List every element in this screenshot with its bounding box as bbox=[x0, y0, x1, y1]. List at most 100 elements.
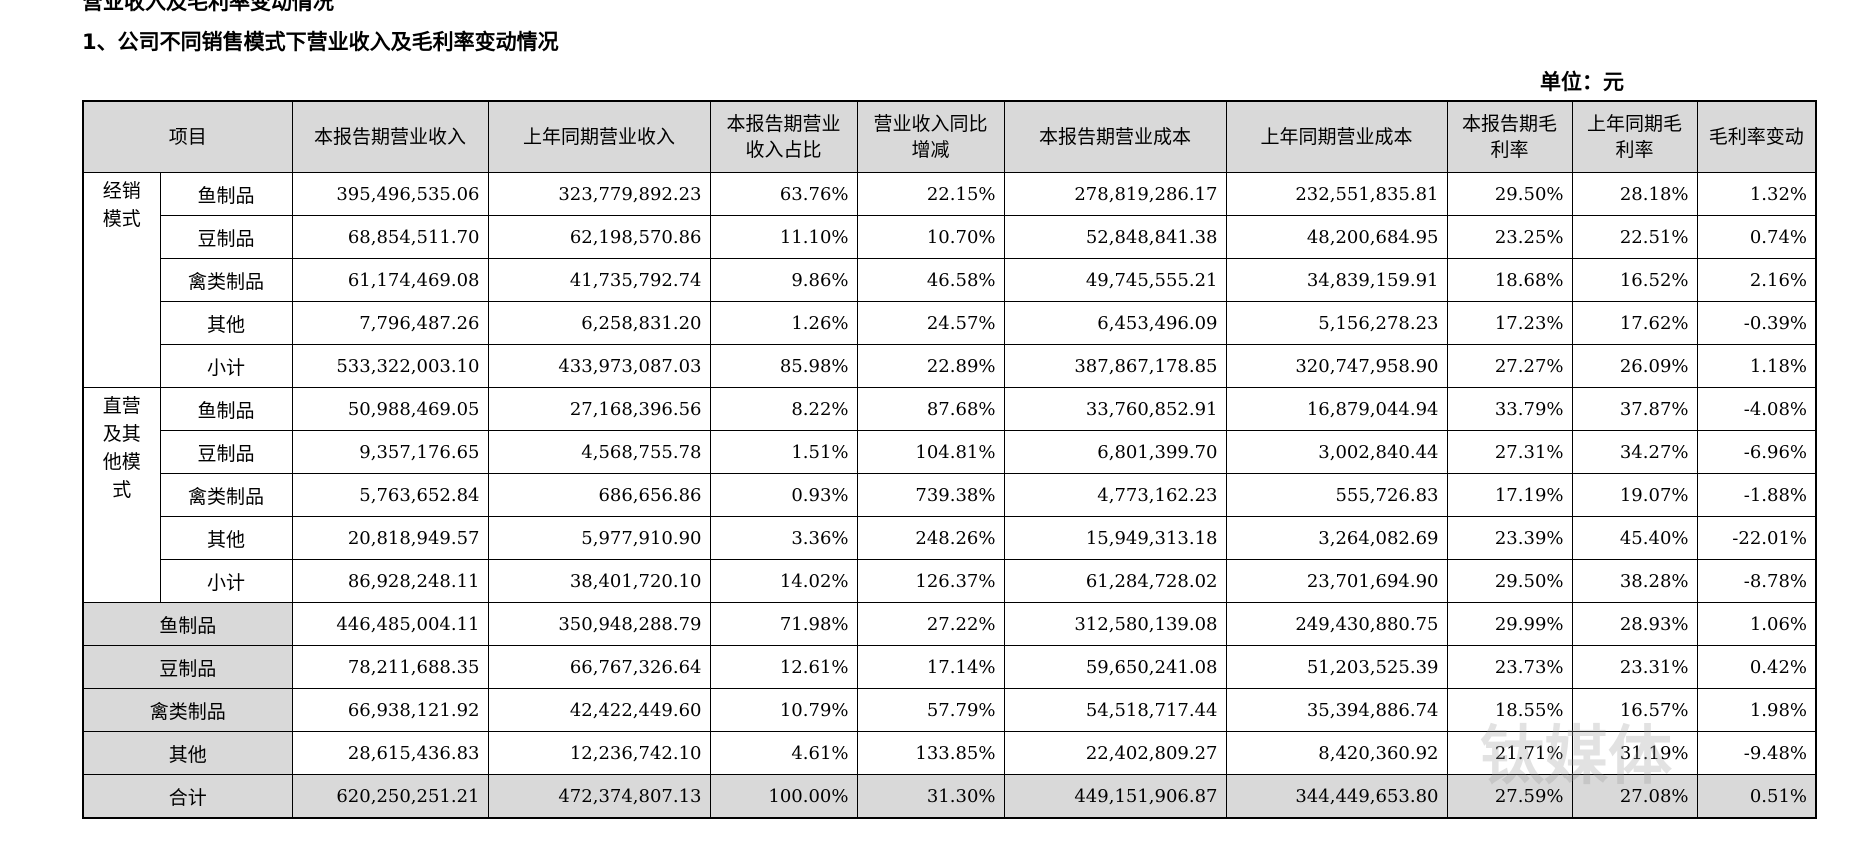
cell: 2.16% bbox=[1696, 258, 1817, 302]
cell: 1.26% bbox=[709, 301, 858, 345]
cell: 4,568,755.78 bbox=[487, 430, 711, 474]
row-label: 其他 bbox=[159, 301, 293, 345]
cell: 248.26% bbox=[856, 516, 1005, 560]
row-label: 小计 bbox=[159, 344, 293, 388]
cell: 126.37% bbox=[856, 559, 1005, 603]
column-header: 上年同期营业成本 bbox=[1225, 100, 1448, 173]
data-row: 禽类制品 61,174,469.08 41,735,792.74 9.86% 46.58… bbox=[83, 258, 1817, 302]
cell: 449,151,906.87 bbox=[1003, 774, 1227, 819]
cell: 38,401,720.10 bbox=[487, 559, 711, 603]
cell: 16,879,044.94 bbox=[1225, 387, 1448, 431]
group-label: 经销模式 bbox=[82, 172, 161, 388]
cell: 9,357,176.65 bbox=[291, 430, 489, 474]
cell: 133.85% bbox=[856, 731, 1005, 775]
cell: 66,938,121.92 bbox=[291, 688, 489, 732]
cell: 312,580,139.08 bbox=[1003, 602, 1227, 646]
cell: 27.22% bbox=[856, 602, 1005, 646]
cell: -22.01% bbox=[1696, 516, 1817, 560]
cell: 33,760,852.91 bbox=[1003, 387, 1227, 431]
cell: 350,948,288.79 bbox=[487, 602, 711, 646]
cell: 395,496,535.06 bbox=[291, 172, 489, 216]
cell: 29.50% bbox=[1446, 559, 1573, 603]
cell: 68,854,511.70 bbox=[291, 215, 489, 259]
cell: 620,250,251.21 bbox=[291, 774, 489, 819]
cell: 29.99% bbox=[1446, 602, 1573, 646]
row-label: 豆制品 bbox=[159, 215, 293, 259]
total-row: 鱼制品 446,485,004.11 350,948,288.79 71.98% 27.… bbox=[82, 602, 1817, 646]
row-label: 鱼制品 bbox=[159, 172, 293, 216]
cell: 17.23% bbox=[1446, 301, 1573, 345]
cell: 49,745,555.21 bbox=[1003, 258, 1227, 302]
section-title: 1、公司不同销售模式下营业收入及毛利率变动情况 bbox=[82, 30, 559, 54]
cell: 3,002,840.44 bbox=[1225, 430, 1448, 474]
cell: -9.48% bbox=[1696, 731, 1817, 775]
cell: 17.62% bbox=[1571, 301, 1698, 345]
cell: 18.68% bbox=[1446, 258, 1573, 302]
cell: 10.70% bbox=[856, 215, 1005, 259]
total-row: 合计 620,250,251.21 472,374,807.13 100.00% 31.… bbox=[82, 774, 1817, 819]
column-header: 本报告期营业成本 bbox=[1003, 100, 1227, 173]
row-label: 其他 bbox=[159, 516, 293, 560]
cell: 31.30% bbox=[856, 774, 1005, 819]
cell: 42,422,449.60 bbox=[487, 688, 711, 732]
column-header: 本报告期毛利率 bbox=[1446, 100, 1573, 173]
cell: -1.88% bbox=[1696, 473, 1817, 517]
cell: 61,284,728.02 bbox=[1003, 559, 1227, 603]
cell: 0.51% bbox=[1696, 774, 1817, 819]
row-label: 鱼制品 bbox=[159, 387, 293, 431]
cell: 85.98% bbox=[709, 344, 858, 388]
row-label: 鱼制品 bbox=[82, 602, 293, 646]
cell: 104.81% bbox=[856, 430, 1005, 474]
column-header: 本报告期营业收入 bbox=[291, 100, 489, 173]
cell: 26.09% bbox=[1571, 344, 1698, 388]
data-row: 禽类制品 5,763,652.84 686,656.86 0.93% 739.38% 4,… bbox=[83, 473, 1817, 517]
header-row: 项目 本报告期营业收入 上年同期营业收入 本报告期营业收入占比 营业收入同比增减 本报告期… bbox=[82, 100, 1817, 173]
cell: 7,796,487.26 bbox=[291, 301, 489, 345]
cell: 433,973,087.03 bbox=[487, 344, 711, 388]
cell: 1.98% bbox=[1696, 688, 1817, 732]
cell: 0.74% bbox=[1696, 215, 1817, 259]
cell: 323,779,892.23 bbox=[487, 172, 711, 216]
cell: 27.31% bbox=[1446, 430, 1573, 474]
revenue-table: 项目 本报告期营业收入 上年同期营业收入 本报告期营业收入占比 营业收入同比增减 本报告期… bbox=[82, 100, 1817, 819]
cell: -4.08% bbox=[1696, 387, 1817, 431]
cell: 387,867,178.85 bbox=[1003, 344, 1227, 388]
cell: 66,767,326.64 bbox=[487, 645, 711, 689]
cell: 87.68% bbox=[856, 387, 1005, 431]
cell: 8,420,360.92 bbox=[1225, 731, 1448, 775]
cell: 5,156,278.23 bbox=[1225, 301, 1448, 345]
cell: 12,236,742.10 bbox=[487, 731, 711, 775]
cell: 19.07% bbox=[1571, 473, 1698, 517]
cell: 52,848,841.38 bbox=[1003, 215, 1227, 259]
cell: 24.57% bbox=[856, 301, 1005, 345]
cell: 22.51% bbox=[1571, 215, 1698, 259]
cell: 12.61% bbox=[709, 645, 858, 689]
cell: 4.61% bbox=[709, 731, 858, 775]
cell: 22.89% bbox=[856, 344, 1005, 388]
cell: 18.55% bbox=[1446, 688, 1573, 732]
cell: 1.51% bbox=[709, 430, 858, 474]
total-row: 豆制品 78,211,688.35 66,767,326.64 12.61% 17.14… bbox=[82, 645, 1817, 689]
cell: 45.40% bbox=[1571, 516, 1698, 560]
group-label: 直营及其他模式 bbox=[82, 387, 161, 603]
cell: 9.86% bbox=[709, 258, 858, 302]
cell: 37.87% bbox=[1571, 387, 1698, 431]
cell: 27.27% bbox=[1446, 344, 1573, 388]
cell: 23,701,694.90 bbox=[1225, 559, 1448, 603]
cell: 31.19% bbox=[1571, 731, 1698, 775]
data-row: 小计 533,322,003.10 433,973,087.03 85.98% 22.8… bbox=[83, 344, 1817, 388]
cell: 33.79% bbox=[1446, 387, 1573, 431]
cell: 100.00% bbox=[709, 774, 858, 819]
row-label: 合计 bbox=[82, 774, 293, 819]
cell: 15,949,313.18 bbox=[1003, 516, 1227, 560]
cell: 59,650,241.08 bbox=[1003, 645, 1227, 689]
cell: 28.18% bbox=[1571, 172, 1698, 216]
cell: 6,453,496.09 bbox=[1003, 301, 1227, 345]
cell: 3.36% bbox=[709, 516, 858, 560]
total-row: 禽类制品 66,938,121.92 42,422,449.60 10.79% 57.7… bbox=[82, 688, 1817, 732]
cell: 21.71% bbox=[1446, 731, 1573, 775]
column-header: 营业收入同比增减 bbox=[856, 100, 1005, 173]
cell: 232,551,835.81 bbox=[1225, 172, 1448, 216]
cell: 61,174,469.08 bbox=[291, 258, 489, 302]
cell: 14.02% bbox=[709, 559, 858, 603]
